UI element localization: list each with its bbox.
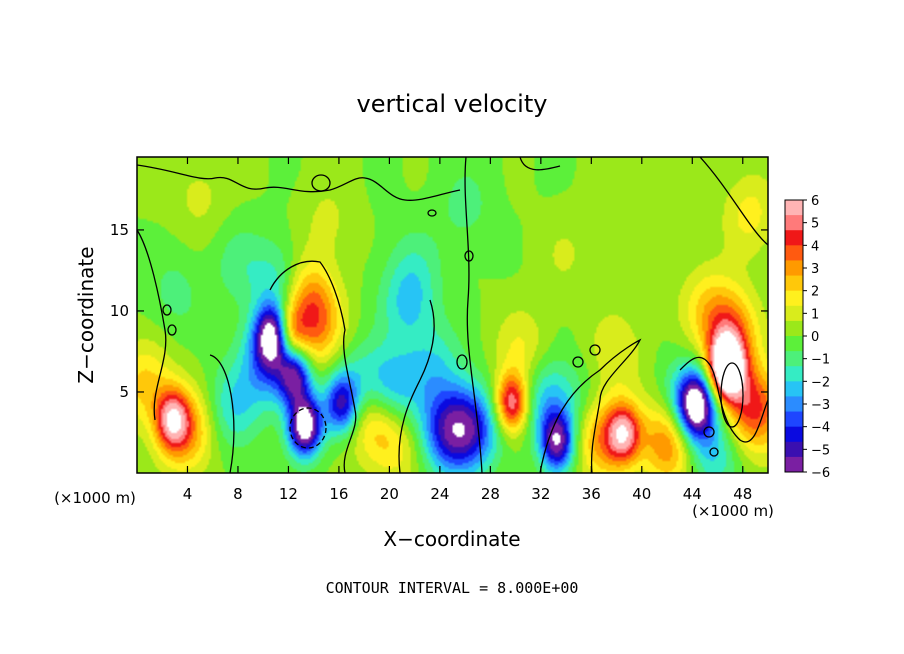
colorbar-swatch (785, 366, 803, 382)
x-tick-label: 12 (279, 485, 298, 503)
x-unit-left: (×1000 m) (54, 489, 136, 507)
x-tick-label: 44 (683, 485, 702, 503)
x-tick-label: 8 (233, 485, 243, 503)
contour-small-1 (311, 174, 331, 192)
colorbar-swatch (785, 290, 803, 307)
contour-right-upper (699, 157, 768, 246)
plot-frame (136, 156, 769, 474)
colorbar-swatch (785, 456, 803, 473)
colorbar-swatch (785, 336, 803, 352)
colorbar-tick-label: −2 (811, 375, 830, 390)
colorbar-swatch (785, 320, 803, 337)
colorbar-tick-label: 3 (811, 262, 819, 277)
contour-small-3 (167, 324, 177, 336)
contour-vertical-a (464, 157, 483, 473)
colorbar-labels: 6 5 4 3 2 1 0 −1 −2 −3 −4 −5 −6 (803, 194, 830, 481)
colorbar-swatch (785, 275, 803, 292)
contour-core-left (289, 407, 327, 449)
x-unit-right: (×1000 m) (692, 502, 774, 520)
contour-small-5 (427, 209, 437, 217)
contour-small-7 (572, 356, 584, 368)
y-axis-ticks: 5 10 15 (110, 221, 768, 401)
contour-interval-note: CONTOUR INTERVAL = 8.000E+00 (326, 579, 579, 597)
contour-right-mid (539, 338, 642, 473)
x-tick-label: 28 (481, 485, 500, 503)
colorbar-swatch (785, 351, 803, 367)
colorbar-tick-label: 2 (811, 285, 819, 300)
x-tick-label: 40 (632, 485, 651, 503)
x-axis-label: X−coordinate (383, 527, 520, 551)
colorbar-tick-label: −3 (811, 398, 830, 413)
x-tick-label: 32 (531, 485, 550, 503)
contour-vertical-b (519, 157, 561, 171)
colorbar-swatch (785, 260, 803, 277)
colorbar-swatch (785, 230, 803, 246)
contour-left-edge (137, 229, 167, 421)
colorbar-swatch (785, 305, 803, 322)
colorbar-swatch (785, 200, 803, 216)
contour-small-2 (162, 304, 172, 316)
contour-lines (137, 157, 768, 473)
x-tick-label: 4 (183, 485, 193, 503)
colorbar-tick-label: 1 (811, 307, 819, 322)
colorbar-swatch (785, 426, 803, 443)
colorbar (784, 199, 804, 473)
colorbar-tick-label: 0 (811, 330, 819, 345)
contour-lower-mid (398, 299, 435, 473)
x-axis-ticks: 4 8 12 16 20 24 28 32 36 40 44 48 (183, 157, 752, 503)
colorbar-swatch (785, 441, 803, 458)
chart-title: vertical velocity (357, 90, 548, 118)
contour-small-10 (709, 447, 719, 457)
colorbar-tick-label: −4 (811, 421, 830, 436)
contour-small-4 (456, 354, 468, 370)
colorbar-tick-label: 5 (811, 217, 819, 232)
colorbar-tick-label: −6 (811, 466, 830, 481)
x-tick-label: 36 (582, 485, 601, 503)
colorbar-swatch (785, 245, 803, 261)
colorbar-tick-label: −5 (811, 443, 830, 458)
velocity-field (137, 157, 768, 473)
y-tick-label: 15 (110, 221, 129, 239)
contour-small-6 (464, 250, 474, 262)
x-tick-label: 16 (329, 485, 348, 503)
colorbar-tick-label: 6 (811, 194, 819, 209)
contour-complex (269, 260, 357, 473)
colorbar-swatch (785, 381, 803, 397)
y-axis-label: Z−coordinate (74, 246, 98, 383)
colorbar-tick-label: 4 (811, 239, 819, 254)
colorbar-tick-label: −1 (811, 353, 830, 368)
colorbar-swatch (785, 396, 803, 413)
contour-midleft (209, 354, 235, 473)
contour-core-right (720, 362, 744, 428)
x-tick-label: 20 (380, 485, 399, 503)
colorbar-swatch (785, 215, 803, 231)
y-tick-label: 10 (110, 302, 129, 320)
x-tick-label: 48 (733, 485, 752, 503)
contour-small-9 (703, 426, 715, 438)
y-tick-label: 5 (119, 383, 129, 401)
x-tick-label: 24 (430, 485, 449, 503)
contour-small-8 (589, 344, 601, 356)
colorbar-swatch (785, 411, 803, 428)
